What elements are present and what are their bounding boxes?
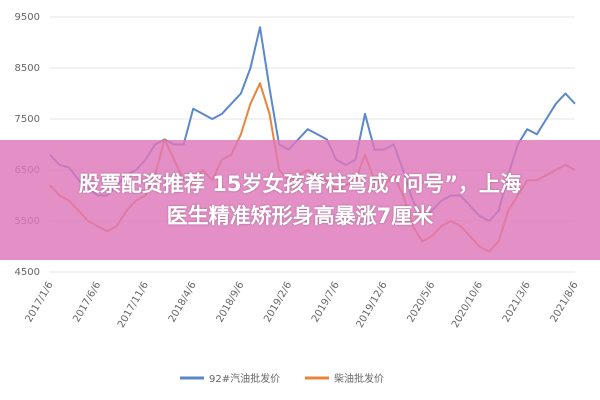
x-tick-label: 2019/2/6 — [262, 280, 294, 324]
x-tick-label: 2020/5/6 — [405, 280, 437, 324]
legend-label: 92#汽油批发价 — [209, 372, 280, 385]
x-tick-label: 2018/9/6 — [215, 280, 247, 324]
x-tick-label: 2020/10/6 — [450, 280, 485, 330]
x-tick-label: 2017/11/6 — [116, 280, 151, 330]
banner: 股票配资推荐 15岁女孩脊柱弯成“问号”，上海 医生精准矫形身高暴涨7厘米 — [0, 140, 600, 260]
x-tick-label: 2019/7/6 — [310, 280, 342, 324]
x-tick-label: 2017/1/6 — [24, 280, 56, 324]
x-tick-label: 2021/8/6 — [549, 280, 581, 324]
banner-line: 股票配资推荐 15岁女孩脊柱弯成“问号”，上海 — [78, 172, 522, 196]
y-tick-label: 4500 — [15, 267, 40, 278]
x-tick-label: 2018/4/6 — [167, 280, 199, 324]
x-tick-label: 2021/3/6 — [501, 280, 533, 324]
x-tick-label: 2017/6/6 — [71, 280, 103, 324]
y-tick-label: 8500 — [15, 63, 40, 74]
banner-line: 医生精准矫形身高暴涨7厘米 — [166, 204, 434, 228]
x-tick-label: 2019/12/6 — [355, 280, 390, 330]
legend-label: 柴油批发价 — [334, 372, 384, 385]
y-tick-label: 7500 — [15, 114, 40, 125]
y-tick-label: 9500 — [15, 12, 40, 23]
